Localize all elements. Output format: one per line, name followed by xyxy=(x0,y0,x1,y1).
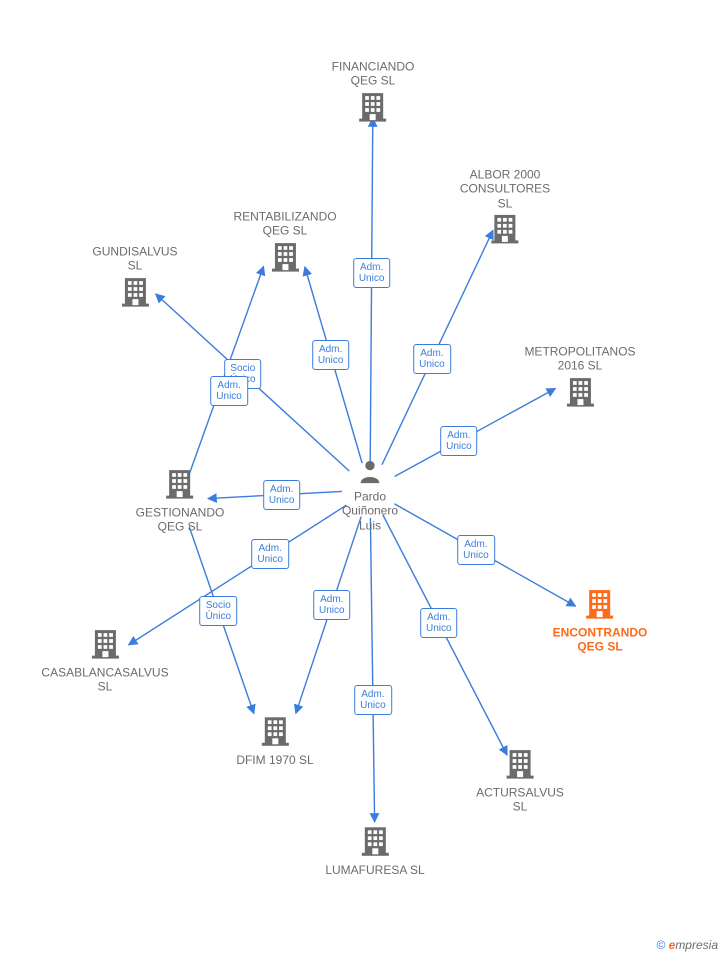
edge-line xyxy=(383,515,507,755)
edge-line xyxy=(370,118,373,462)
edge-line xyxy=(382,230,493,464)
copyright-symbol: © xyxy=(656,938,665,952)
edge-line xyxy=(189,526,254,713)
footer-credit: © empresia xyxy=(656,938,718,952)
edge-line xyxy=(129,505,347,645)
edge-line xyxy=(370,518,374,822)
edge-line xyxy=(208,491,342,498)
edge-line xyxy=(189,266,263,473)
diagram-canvas xyxy=(0,0,728,960)
edge-line xyxy=(296,517,361,714)
brand-rest: mpresia xyxy=(675,938,718,952)
edge-line xyxy=(305,267,362,463)
edge-line xyxy=(395,388,556,476)
